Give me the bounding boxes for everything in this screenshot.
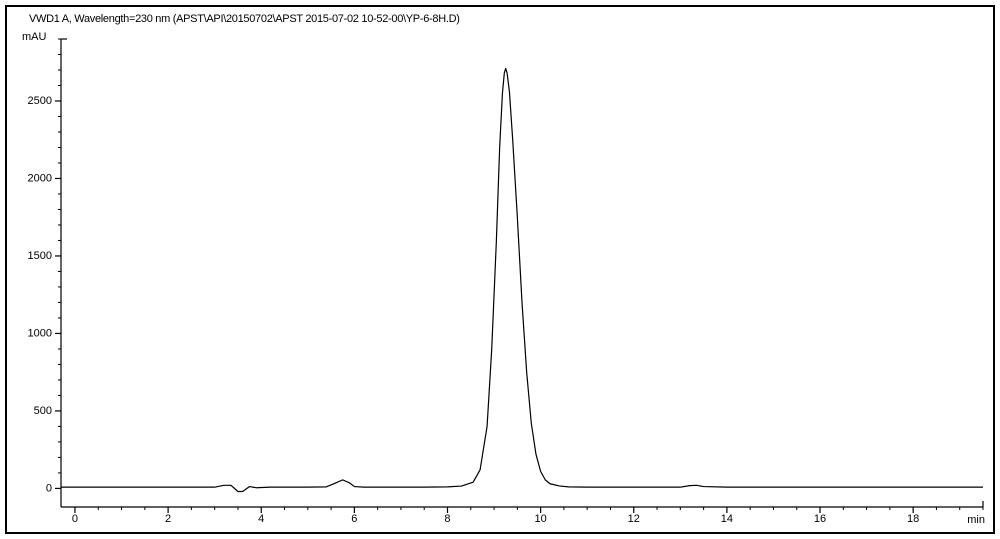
svg-text:0: 0 — [46, 482, 52, 494]
svg-text:2: 2 — [165, 513, 171, 525]
svg-text:4: 4 — [258, 513, 264, 525]
svg-text:12: 12 — [628, 513, 640, 525]
svg-text:2000: 2000 — [28, 172, 52, 184]
svg-text:6: 6 — [351, 513, 357, 525]
tick-labels: 0 500 1000 1500 2000 2500 0 2 4 6 8 10 12 14 16 18 — [28, 95, 920, 525]
plot-outer-frame: VWD1 A, Wavelength=230 nm (APST\API\2015… — [5, 5, 995, 534]
svg-text:10: 10 — [535, 513, 547, 525]
svg-text:1000: 1000 — [28, 327, 52, 339]
svg-text:16: 16 — [814, 513, 826, 525]
svg-text:18: 18 — [907, 513, 919, 525]
svg-text:500: 500 — [34, 405, 52, 417]
svg-text:8: 8 — [444, 513, 450, 525]
svg-text:2500: 2500 — [28, 95, 52, 107]
svg-text:1500: 1500 — [28, 250, 52, 262]
svg-text:0: 0 — [72, 513, 78, 525]
data-trace — [61, 68, 983, 491]
axes — [55, 39, 983, 513]
svg-text:14: 14 — [721, 513, 733, 525]
chromatogram-chart: 0 500 1000 1500 2000 2500 0 2 4 6 8 10 12 14 16 18 — [7, 7, 993, 532]
